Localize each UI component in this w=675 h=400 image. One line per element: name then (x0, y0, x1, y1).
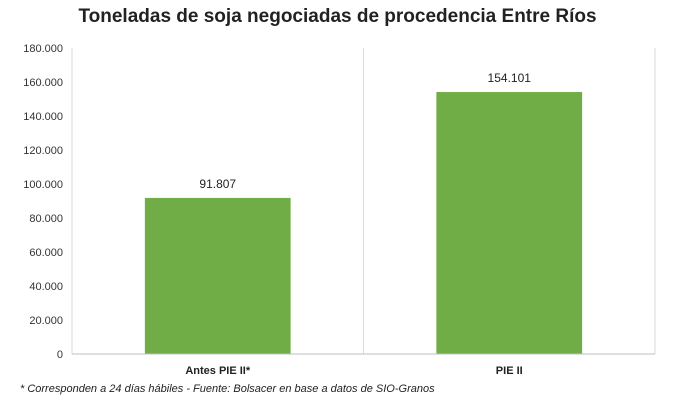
chart-footnote: * Corresponden a 24 días hábiles - Fuent… (20, 383, 435, 395)
data-label-2: 154.101 (488, 71, 532, 85)
y-tick-label: 0 (57, 349, 63, 361)
chart-title: Toneladas de soja negociadas de proceden… (78, 6, 597, 27)
y-tick-label: 180.000 (23, 43, 63, 55)
y-tick-label: 20.000 (29, 315, 63, 327)
y-tick-label: 60.000 (29, 247, 63, 259)
labels: 0 20.000 40.000 60.000 80.000 100.000 120.000 1… (23, 43, 531, 377)
bar-2 (436, 92, 583, 355)
y-tick-label: 40.000 (29, 281, 63, 293)
grid-lines (71, 48, 656, 354)
y-tick-label: 100.000 (23, 179, 63, 191)
bars (144, 92, 583, 355)
category-label-1: Antes PIE II* (185, 365, 251, 377)
y-tick-label: 80.000 (29, 213, 63, 225)
bar-1 (144, 197, 291, 354)
category-label-2: PIE II (496, 365, 523, 377)
data-label-1: 91.807 (199, 177, 236, 191)
y-tick-label: 140.000 (23, 111, 63, 123)
y-tick-label: 120.000 (23, 145, 63, 157)
y-tick-label: 160.000 (23, 77, 63, 89)
